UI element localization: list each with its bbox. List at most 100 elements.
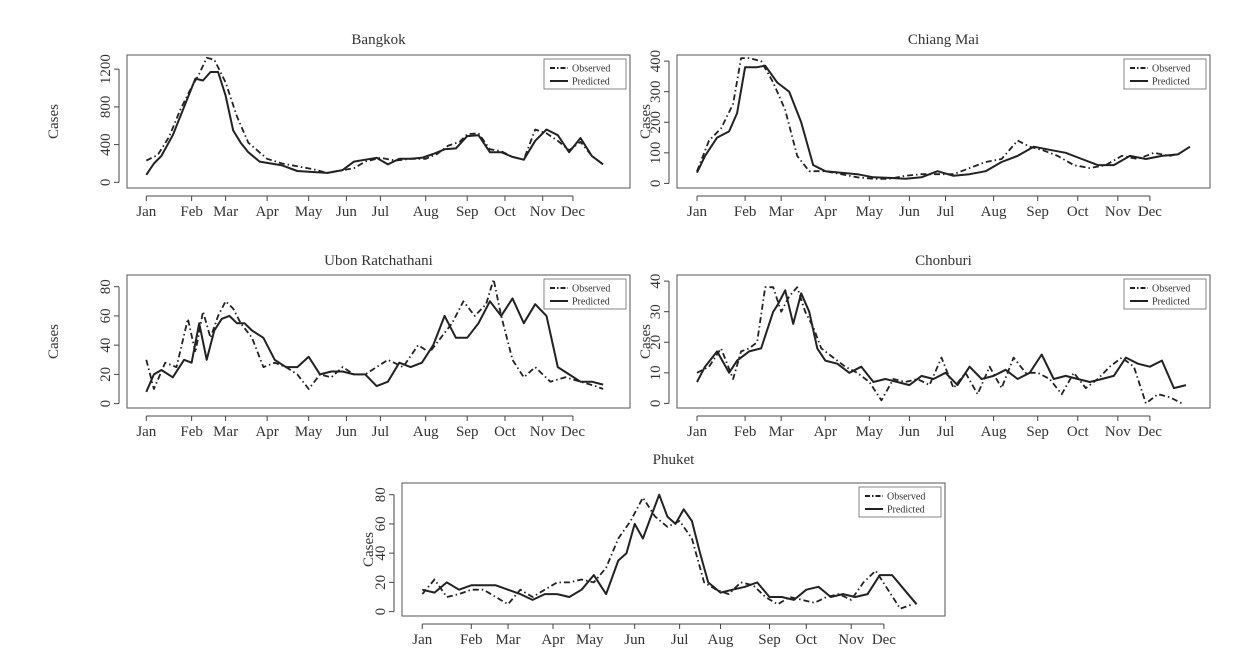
y-tick-label: 20 xyxy=(98,367,114,382)
legend-box xyxy=(858,486,942,518)
y-tick-label: 0 xyxy=(648,180,664,188)
x-tick-label: Apr xyxy=(814,204,837,220)
series-line-observed xyxy=(145,278,604,390)
x-tick-label: Apr xyxy=(541,632,564,648)
x-tick-label: Apr xyxy=(814,424,837,440)
y-tick-label: 60 xyxy=(98,308,114,323)
y-axis-label: Cases xyxy=(46,104,62,139)
x-tick-label: Jan xyxy=(687,424,707,440)
x-tick-label: Dec xyxy=(872,632,896,648)
x-tick-label: Jun xyxy=(336,424,357,440)
legend-box xyxy=(543,278,627,310)
x-tick-label: Mar xyxy=(213,204,238,220)
legend-label-observed: Observed xyxy=(887,492,925,503)
y-tick-label: 400 xyxy=(98,133,114,156)
x-tick-label: Jul xyxy=(372,204,390,220)
x-tick-label: Nov xyxy=(530,204,556,220)
y-axis-label: Cases xyxy=(46,324,62,359)
legend-box xyxy=(543,58,627,90)
plot-frame xyxy=(676,274,1211,409)
x-tick-label: Aug xyxy=(981,204,1007,220)
y-tick-label: 80 xyxy=(98,279,114,294)
x-tick-label: Jul xyxy=(937,204,955,220)
legend-label-predicted: Predicted xyxy=(1152,297,1190,308)
y-tick-label: 1200 xyxy=(98,54,114,84)
x-tick-label: Jul xyxy=(671,632,689,648)
x-tick-label: Feb xyxy=(734,204,757,220)
chart-title: Chonburi xyxy=(915,253,972,269)
x-tick-label: Jan xyxy=(687,204,707,220)
x-tick-label: Apr xyxy=(255,204,278,220)
x-tick-label: Aug xyxy=(708,632,734,648)
y-tick-label: 20 xyxy=(373,575,389,590)
chart-title: Chiang Mai xyxy=(908,32,979,48)
x-tick-label: Mar xyxy=(769,424,794,440)
x-tick-label: Oct xyxy=(1067,204,1089,220)
x-tick-label: May xyxy=(295,424,323,440)
legend-label-observed: Observed xyxy=(1152,284,1190,295)
y-tick-label: 400 xyxy=(648,50,664,73)
legend-label-predicted: Predicted xyxy=(572,297,610,308)
panel-chonburi: Chonburi 0 10 20 30 40 Cases Jan Feb Mar Apr May Jun… xyxy=(638,253,1211,440)
x-tick-label: Nov xyxy=(838,632,864,648)
y-tick-label: 30 xyxy=(648,304,664,319)
x-tick-label: Dec xyxy=(561,204,585,220)
panel-ubon-ratchathani: Ubon Ratchathani 0 20 40 60 80 Cases Jan Feb Mar A… xyxy=(46,253,631,440)
chart-title: Bangkok xyxy=(351,32,406,48)
series-line-predicted xyxy=(696,289,1187,390)
x-tick-label: Sep xyxy=(1026,204,1049,220)
series-line-predicted xyxy=(145,297,604,393)
y-tick-label: 20 xyxy=(648,335,664,350)
y-tick-label: 40 xyxy=(373,546,389,561)
x-tick-label: Sep xyxy=(456,204,479,220)
x-tick-label: Jun xyxy=(899,204,920,220)
x-tick-label: Oct xyxy=(494,424,516,440)
x-tick-label: Dec xyxy=(561,424,585,440)
y-tick-label: 0 xyxy=(648,400,664,408)
plot-frame xyxy=(401,482,946,617)
chart-title: Phuket xyxy=(653,452,696,468)
series-line-predicted xyxy=(696,64,1191,180)
plot-frame xyxy=(126,274,631,409)
y-tick-label: 40 xyxy=(98,338,114,353)
legend-label-observed: Observed xyxy=(572,284,610,295)
series-line-predicted xyxy=(422,493,918,605)
y-tick-label: 10 xyxy=(648,365,664,380)
x-tick-label: May xyxy=(856,424,884,440)
x-tick-label: Feb xyxy=(460,632,483,648)
y-tick-label: 800 xyxy=(98,96,114,119)
x-tick-label: Aug xyxy=(981,424,1007,440)
y-tick-label: 0 xyxy=(373,608,389,616)
legend-label-predicted: Predicted xyxy=(1152,77,1190,88)
legend-label-observed: Observed xyxy=(1152,64,1190,75)
legend-label-predicted: Predicted xyxy=(572,77,610,88)
y-tick-label: 80 xyxy=(373,487,389,502)
x-tick-label: May xyxy=(856,204,884,220)
x-tick-label: Feb xyxy=(734,424,757,440)
y-tick-label: 200 xyxy=(648,111,664,134)
legend-box xyxy=(1123,278,1207,310)
chart-title: Ubon Ratchathani xyxy=(324,253,433,269)
y-tick-label: 60 xyxy=(373,516,389,531)
x-tick-label: Oct xyxy=(795,632,817,648)
x-tick-label: Jun xyxy=(899,424,920,440)
y-axis-label: Cases xyxy=(361,532,377,567)
y-axis-label: Cases xyxy=(638,324,654,359)
y-tick-label: 100 xyxy=(648,142,664,165)
x-tick-label: Dec xyxy=(1138,424,1162,440)
x-tick-label: Aug xyxy=(413,204,439,220)
x-tick-label: Jan xyxy=(136,424,156,440)
x-tick-label: Nov xyxy=(1105,204,1131,220)
x-tick-label: Feb xyxy=(180,424,203,440)
series-line-predicted xyxy=(145,71,604,176)
series-line-observed xyxy=(696,286,1183,405)
x-tick-label: Jul xyxy=(937,424,955,440)
x-tick-label: Jan xyxy=(136,204,156,220)
y-tick-label: 40 xyxy=(648,274,664,289)
x-tick-label: Oct xyxy=(494,204,516,220)
series-line-observed xyxy=(145,56,604,174)
x-tick-label: Mar xyxy=(213,424,238,440)
x-tick-label: May xyxy=(295,204,323,220)
legend-box xyxy=(1123,58,1207,90)
x-tick-label: Aug xyxy=(413,424,439,440)
